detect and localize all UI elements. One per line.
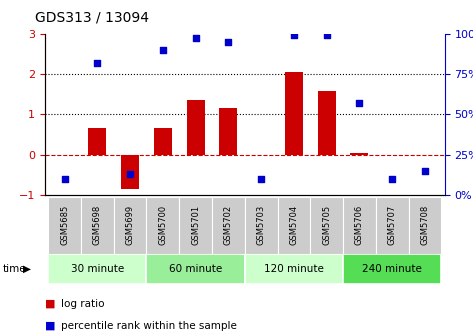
- Bar: [376, 197, 409, 254]
- Bar: [81, 197, 114, 254]
- Bar: [48, 197, 81, 254]
- Text: GSM5701: GSM5701: [191, 205, 200, 245]
- Bar: [343, 254, 441, 284]
- Bar: [285, 72, 303, 155]
- Text: GSM5708: GSM5708: [420, 205, 429, 245]
- Text: GSM5700: GSM5700: [158, 205, 167, 245]
- Text: log ratio: log ratio: [61, 299, 105, 309]
- Point: [356, 100, 363, 106]
- Text: GSM5702: GSM5702: [224, 205, 233, 245]
- Text: GSM5699: GSM5699: [126, 205, 135, 245]
- Text: 30 minute: 30 minute: [71, 264, 124, 274]
- Point: [94, 60, 101, 65]
- Text: ■: ■: [45, 299, 55, 309]
- Point: [421, 168, 429, 173]
- Point: [159, 47, 166, 52]
- Bar: [154, 128, 172, 155]
- Point: [225, 39, 232, 44]
- Bar: [187, 100, 205, 155]
- Point: [290, 33, 298, 38]
- Point: [126, 171, 134, 177]
- Text: GSM5703: GSM5703: [257, 205, 266, 245]
- Point: [388, 176, 396, 181]
- Bar: [114, 197, 147, 254]
- Text: ■: ■: [45, 321, 55, 331]
- Text: 240 minute: 240 minute: [362, 264, 422, 274]
- Bar: [147, 197, 179, 254]
- Point: [257, 176, 265, 181]
- Bar: [147, 254, 245, 284]
- Point: [61, 176, 69, 181]
- Point: [192, 36, 200, 41]
- Text: GSM5704: GSM5704: [289, 205, 298, 245]
- Text: GSM5707: GSM5707: [388, 205, 397, 245]
- Bar: [310, 197, 343, 254]
- Text: ▶: ▶: [23, 264, 31, 274]
- Bar: [48, 254, 147, 284]
- Bar: [121, 155, 139, 189]
- Bar: [88, 128, 106, 155]
- Bar: [179, 197, 212, 254]
- Bar: [350, 153, 368, 155]
- Point: [323, 33, 331, 38]
- Text: GSM5706: GSM5706: [355, 205, 364, 245]
- Bar: [343, 197, 376, 254]
- Bar: [318, 91, 336, 155]
- Bar: [245, 197, 278, 254]
- Text: GDS313 / 13094: GDS313 / 13094: [35, 10, 149, 24]
- Text: GSM5705: GSM5705: [322, 205, 331, 245]
- Bar: [278, 197, 310, 254]
- Bar: [409, 197, 441, 254]
- Text: percentile rank within the sample: percentile rank within the sample: [61, 321, 237, 331]
- Text: 60 minute: 60 minute: [169, 264, 222, 274]
- Text: GSM5685: GSM5685: [60, 205, 69, 245]
- Bar: [219, 108, 237, 155]
- Bar: [245, 254, 343, 284]
- Text: GSM5698: GSM5698: [93, 205, 102, 245]
- Bar: [212, 197, 245, 254]
- Text: 120 minute: 120 minute: [264, 264, 324, 274]
- Text: time: time: [2, 264, 26, 274]
